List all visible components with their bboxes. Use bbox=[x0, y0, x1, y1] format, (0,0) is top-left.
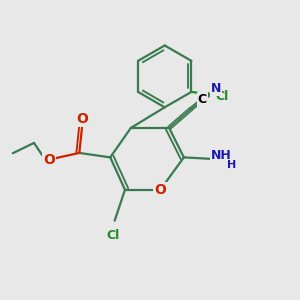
Text: O: O bbox=[43, 153, 55, 167]
Text: N: N bbox=[211, 82, 221, 95]
Text: O: O bbox=[154, 183, 166, 197]
Text: C: C bbox=[198, 93, 207, 106]
Text: H: H bbox=[227, 160, 236, 170]
Text: O: O bbox=[76, 112, 88, 126]
Text: NH: NH bbox=[211, 149, 232, 162]
Text: Cl: Cl bbox=[215, 90, 228, 103]
Text: Cl: Cl bbox=[106, 230, 120, 242]
